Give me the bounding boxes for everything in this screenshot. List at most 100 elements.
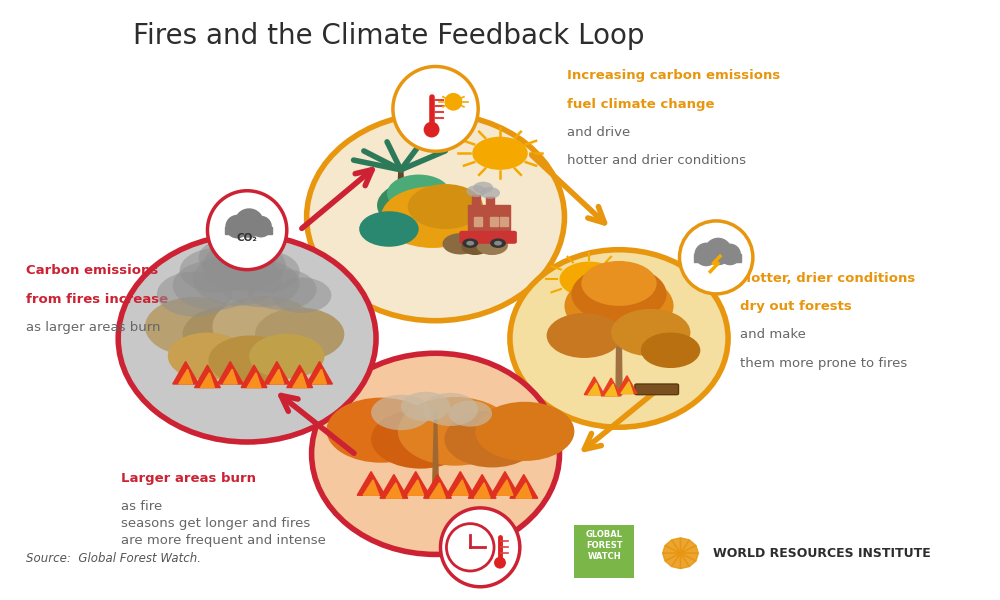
Circle shape <box>145 297 244 356</box>
Polygon shape <box>241 365 267 388</box>
Text: and drive: and drive <box>567 126 631 139</box>
Circle shape <box>193 253 282 306</box>
Ellipse shape <box>424 122 440 137</box>
Circle shape <box>247 269 317 310</box>
Circle shape <box>180 248 255 293</box>
Polygon shape <box>430 483 445 498</box>
Circle shape <box>564 274 674 338</box>
Circle shape <box>466 241 474 245</box>
Ellipse shape <box>679 221 753 294</box>
Polygon shape <box>287 365 313 388</box>
Polygon shape <box>694 254 741 262</box>
Ellipse shape <box>307 113 564 321</box>
Polygon shape <box>665 553 680 566</box>
Polygon shape <box>665 540 680 553</box>
Polygon shape <box>588 383 600 395</box>
Circle shape <box>173 260 256 310</box>
Polygon shape <box>357 472 385 495</box>
Polygon shape <box>621 382 633 394</box>
Polygon shape <box>225 227 272 234</box>
Polygon shape <box>491 472 519 495</box>
Polygon shape <box>474 483 490 498</box>
Text: and make: and make <box>740 328 806 341</box>
Ellipse shape <box>446 524 494 571</box>
Polygon shape <box>663 545 680 553</box>
Circle shape <box>448 401 492 427</box>
Circle shape <box>466 185 486 197</box>
Circle shape <box>398 397 513 466</box>
Polygon shape <box>270 369 284 384</box>
Polygon shape <box>217 362 243 384</box>
Circle shape <box>220 235 280 271</box>
Polygon shape <box>433 412 439 492</box>
Polygon shape <box>672 553 680 569</box>
Circle shape <box>480 187 500 199</box>
Ellipse shape <box>250 216 272 238</box>
Circle shape <box>581 261 657 306</box>
Polygon shape <box>247 373 261 388</box>
Polygon shape <box>680 553 689 569</box>
Polygon shape <box>584 377 604 395</box>
Ellipse shape <box>510 250 728 427</box>
Circle shape <box>476 236 508 255</box>
Text: Fires and the Climate Feedback Loop: Fires and the Climate Feedback Loop <box>133 22 645 50</box>
Ellipse shape <box>444 93 462 110</box>
Circle shape <box>371 409 470 469</box>
Polygon shape <box>680 540 696 553</box>
Ellipse shape <box>207 191 287 269</box>
Polygon shape <box>680 553 698 561</box>
Text: as fire
seasons get longer and fires
are more frequent and intense: as fire seasons get longer and fires are… <box>121 500 326 547</box>
Polygon shape <box>605 384 617 396</box>
Polygon shape <box>307 362 332 384</box>
Ellipse shape <box>440 508 520 587</box>
Text: Source:  Global Forest Watch.: Source: Global Forest Watch. <box>26 552 201 565</box>
Polygon shape <box>497 480 513 495</box>
Polygon shape <box>173 362 199 384</box>
Polygon shape <box>516 483 532 498</box>
Polygon shape <box>490 217 498 226</box>
Circle shape <box>212 296 316 358</box>
Polygon shape <box>223 369 237 384</box>
Circle shape <box>475 402 574 461</box>
Circle shape <box>377 181 460 230</box>
Circle shape <box>641 332 700 368</box>
Circle shape <box>272 278 331 313</box>
Ellipse shape <box>694 242 718 266</box>
Text: them more prone to fires: them more prone to fires <box>740 357 907 370</box>
Polygon shape <box>617 376 637 394</box>
Polygon shape <box>363 480 379 495</box>
Polygon shape <box>510 475 538 498</box>
Polygon shape <box>402 472 430 495</box>
Circle shape <box>461 238 489 255</box>
Text: Larger areas burn: Larger areas burn <box>121 472 256 485</box>
Ellipse shape <box>234 208 264 238</box>
Circle shape <box>571 266 667 322</box>
Polygon shape <box>472 194 480 205</box>
FancyBboxPatch shape <box>635 384 679 395</box>
Circle shape <box>494 241 502 245</box>
Text: CO₂: CO₂ <box>237 233 258 243</box>
Polygon shape <box>313 369 326 384</box>
Circle shape <box>462 238 478 248</box>
Polygon shape <box>446 472 474 495</box>
Circle shape <box>157 272 232 317</box>
Text: fuel climate change: fuel climate change <box>567 98 715 110</box>
Polygon shape <box>179 369 193 384</box>
Polygon shape <box>616 306 622 395</box>
Polygon shape <box>396 170 406 241</box>
Text: hotter and drier conditions: hotter and drier conditions <box>567 154 746 167</box>
Circle shape <box>442 233 478 254</box>
Text: Increasing carbon emissions: Increasing carbon emissions <box>567 69 781 82</box>
Polygon shape <box>386 483 402 498</box>
Circle shape <box>444 410 540 467</box>
Circle shape <box>401 392 450 421</box>
Circle shape <box>381 187 484 248</box>
Polygon shape <box>195 365 220 388</box>
Polygon shape <box>201 373 214 388</box>
Polygon shape <box>672 538 680 553</box>
Circle shape <box>371 395 431 430</box>
Polygon shape <box>680 553 696 566</box>
Circle shape <box>423 393 478 426</box>
Circle shape <box>249 334 324 379</box>
Polygon shape <box>680 545 698 553</box>
